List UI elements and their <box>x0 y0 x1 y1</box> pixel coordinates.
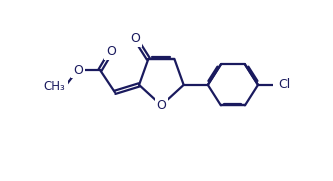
Text: CH₃: CH₃ <box>43 80 65 93</box>
Text: O: O <box>73 64 83 77</box>
Text: O: O <box>106 45 116 58</box>
Text: O: O <box>157 99 166 112</box>
Text: O: O <box>131 32 140 45</box>
Text: Cl: Cl <box>278 78 291 91</box>
